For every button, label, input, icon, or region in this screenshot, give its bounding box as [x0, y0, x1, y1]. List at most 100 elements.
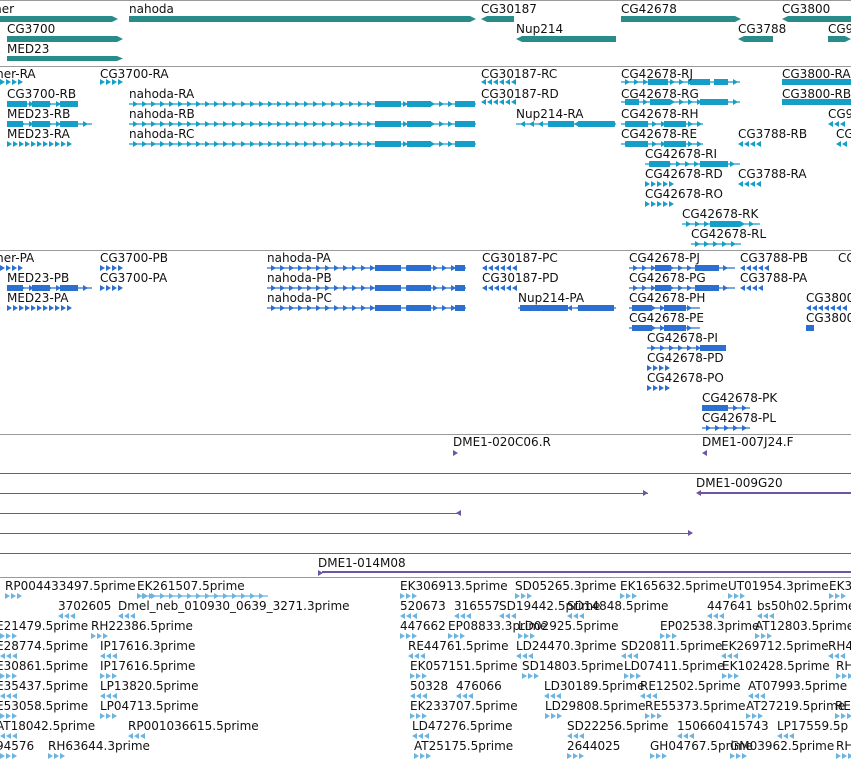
transcript-glyph[interactable]	[629, 325, 700, 331]
gene-glyph[interactable]	[7, 56, 123, 61]
est-label[interactable]: RH22386.5prime	[91, 619, 193, 633]
est-label[interactable]: 150660415743	[677, 719, 769, 733]
est-label[interactable]: LD47276.5prime	[412, 719, 513, 733]
short-feature-glyph[interactable]	[481, 99, 516, 105]
feature-label[interactable]: nahoda-PC	[267, 291, 332, 305]
est-label[interactable]: LD02925.5prime	[518, 619, 619, 633]
est-label[interactable]: SD14848.5prime	[567, 599, 669, 613]
est-glyph[interactable]	[730, 753, 747, 759]
transcript-glyph[interactable]	[629, 285, 735, 291]
transcript-glyph[interactable]	[647, 345, 726, 351]
short-feature-glyph[interactable]	[740, 265, 769, 271]
clone-label[interactable]: DME1-009G20	[696, 476, 783, 490]
short-feature-glyph[interactable]	[738, 181, 761, 187]
est-label[interactable]: LD07411.5prime	[624, 659, 725, 673]
est-label[interactable]: 3702605	[58, 599, 112, 613]
short-feature-glyph[interactable]	[806, 305, 847, 311]
est-label[interactable]: RP001036615.5prime	[128, 719, 259, 733]
est-label[interactable]: LP04713.5prime	[100, 699, 199, 713]
feature-label[interactable]: mer-PA	[0, 251, 35, 265]
est-label[interactable]: Dmel_neb_010930_0639_3271.3prime	[118, 599, 350, 613]
short-feature-glyph[interactable]	[645, 181, 674, 187]
feature-label[interactable]: CG3788-RA	[738, 167, 807, 181]
est-glyph[interactable]	[757, 613, 774, 619]
est-glyph[interactable]	[836, 753, 851, 759]
est-glyph[interactable]	[707, 613, 724, 619]
est-label[interactable]: EK306913.5prime	[400, 579, 508, 593]
gene-glyph[interactable]	[516, 36, 616, 42]
est-label[interactable]: GH04767.5prime	[650, 739, 753, 753]
est-glyph[interactable]	[448, 633, 465, 639]
gene-glyph[interactable]	[7, 36, 123, 42]
est-glyph[interactable]	[456, 693, 473, 699]
est-glyph[interactable]	[748, 693, 765, 699]
transcript-glyph[interactable]	[129, 121, 476, 127]
est-glyph[interactable]	[660, 633, 677, 639]
short-feature-glyph[interactable]	[0, 265, 23, 271]
est-label[interactable]: SD19442.5prime	[499, 599, 601, 613]
est-label[interactable]: GM03962.5prime	[730, 739, 835, 753]
est-label[interactable]: E53058.5prime	[0, 699, 89, 713]
est-glyph[interactable]	[400, 633, 417, 639]
clone-glyph[interactable]	[702, 450, 707, 456]
est-glyph[interactable]	[400, 593, 417, 599]
est-glyph[interactable]	[48, 753, 65, 759]
transcript-glyph[interactable]	[518, 305, 616, 311]
gene-label[interactable]: CG3800	[782, 2, 831, 16]
transcript-glyph[interactable]	[629, 265, 735, 271]
est-glyph[interactable]	[100, 693, 117, 699]
transcript-glyph[interactable]	[129, 101, 476, 107]
est-label[interactable]: EK3	[829, 579, 851, 593]
est-glyph[interactable]	[0, 753, 17, 759]
short-feature-glyph[interactable]	[481, 79, 516, 85]
est-label[interactable]: EK269712.5prime	[721, 639, 829, 653]
est-glyph[interactable]	[567, 753, 584, 759]
transcript-glyph[interactable]	[621, 79, 740, 85]
est-label[interactable]: EP08833.3prime	[448, 619, 548, 633]
feature-label[interactable]: CG30187-PC	[482, 251, 558, 265]
est-label[interactable]: RH	[836, 739, 851, 753]
feature-label[interactable]: Nup214-PA	[518, 291, 585, 305]
transcript-glyph[interactable]	[691, 241, 741, 247]
est-glyph[interactable]	[0, 713, 17, 719]
feature-label[interactable]: CG9	[828, 107, 851, 121]
feature-label[interactable]: CG3800	[806, 291, 851, 305]
feature-label[interactable]: nahoda-RA	[129, 87, 195, 101]
feature-label[interactable]: CG42678-PO	[647, 371, 724, 385]
est-glyph[interactable]	[0, 633, 17, 639]
est-label[interactable]: EK102428.5prime	[722, 659, 830, 673]
feature-label[interactable]: MED23-RA	[7, 127, 70, 141]
feature-label[interactable]: CG3700-PB	[100, 251, 169, 265]
feature-label[interactable]: mer-RA	[0, 67, 36, 81]
est-glyph[interactable]	[777, 733, 794, 739]
est-label[interactable]: EK057151.5prime	[410, 659, 518, 673]
short-feature-glyph[interactable]	[647, 385, 670, 391]
est-glyph[interactable]	[835, 713, 851, 719]
short-feature-glyph[interactable]	[740, 285, 763, 291]
gene-glyph[interactable]	[129, 16, 476, 22]
est-glyph[interactable]	[567, 613, 584, 619]
est-label[interactable]: RP004433497.5prime	[5, 579, 136, 593]
est-label[interactable]: RE	[835, 699, 851, 713]
est-glyph[interactable]	[410, 673, 427, 679]
clone-glyph[interactable]	[696, 490, 701, 496]
transcript-glyph[interactable]	[267, 305, 466, 311]
feature-label[interactable]: MED23-PA	[7, 291, 69, 305]
feature-label[interactable]: CG42678-PJ	[629, 251, 700, 265]
feature-label[interactable]: CG42678-RO	[645, 187, 723, 201]
feature-label[interactable]: CG3700-PA	[100, 271, 168, 285]
est-label[interactable]: E21479.5prime	[0, 619, 89, 633]
est-label[interactable]: 520673	[400, 599, 446, 613]
feature-label[interactable]: Nup214-RA	[516, 107, 584, 121]
transcript-glyph[interactable]	[621, 99, 740, 105]
transcript-glyph[interactable]	[129, 141, 476, 147]
est-glyph[interactable]	[518, 633, 535, 639]
est-glyph[interactable]	[100, 673, 117, 679]
feature-label[interactable]: CG3788-PB	[740, 251, 809, 265]
feature-label[interactable]: CG	[836, 127, 851, 141]
est-glyph[interactable]	[829, 593, 846, 599]
transcript-glyph[interactable]	[516, 121, 616, 127]
feature-label[interactable]: MED23-RB	[7, 107, 71, 121]
feature-glyph[interactable]	[806, 325, 814, 331]
feature-label[interactable]: CG3788-RB	[738, 127, 808, 141]
